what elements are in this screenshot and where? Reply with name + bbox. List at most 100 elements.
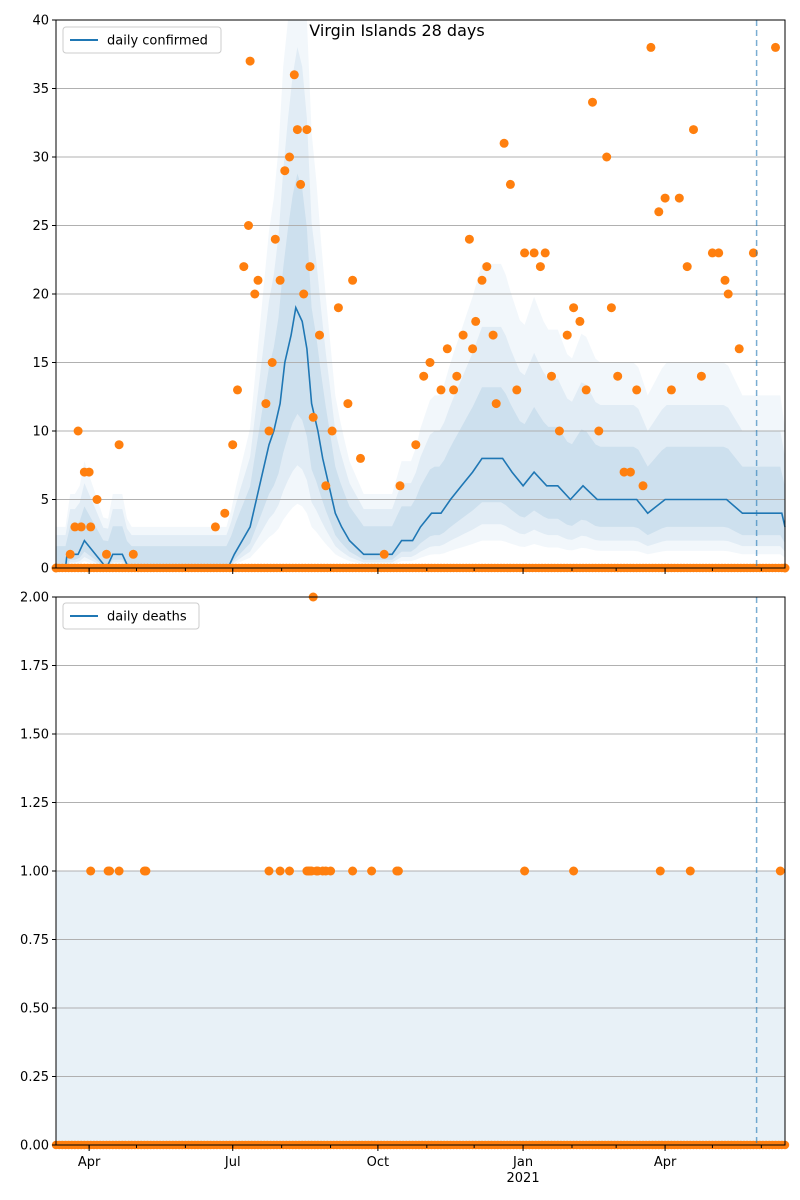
data-point — [73, 426, 83, 436]
data-point — [562, 330, 572, 340]
confirmed-legend-label: daily confirmed — [107, 34, 208, 49]
data-point — [505, 179, 515, 189]
series-line — [56, 305, 786, 570]
deaths-panel: 0.00 0.25 0.50 0.75 1.00 1.25 1.50 1.75 2.00 Apr… — [20, 591, 790, 1186]
data-point — [723, 289, 733, 299]
data-point — [477, 275, 487, 285]
data-point — [458, 330, 468, 340]
x-tick-label: Apr — [654, 1155, 677, 1170]
data-point — [529, 248, 539, 258]
data-point — [625, 467, 635, 477]
data-point — [442, 344, 452, 354]
y-tick-label: 1.25 — [20, 796, 49, 811]
data-point — [114, 866, 124, 876]
data-point — [602, 152, 612, 162]
data-point — [141, 866, 151, 876]
data-point — [348, 866, 358, 876]
data-point — [655, 866, 665, 876]
confirmed-series — [51, 42, 790, 573]
chart-title: Virgin Islands 28 days — [309, 21, 484, 40]
data-point — [775, 866, 785, 876]
data-point — [613, 371, 623, 381]
data-point — [285, 866, 294, 876]
confirmed-y-ticks: 0 5 10 15 20 25 30 35 40 — [32, 14, 56, 577]
data-point — [581, 385, 591, 395]
data-point — [250, 289, 260, 299]
data-point — [471, 316, 481, 326]
data-point — [575, 316, 585, 326]
data-point — [128, 549, 138, 559]
data-point — [696, 371, 706, 381]
year-label: 2021 — [507, 1171, 540, 1186]
data-point — [666, 385, 676, 395]
data-point — [674, 193, 684, 203]
data-point — [333, 303, 343, 313]
y-tick-label: 0.50 — [20, 1002, 49, 1017]
data-point — [327, 426, 337, 436]
data-point — [343, 399, 353, 409]
x-tick-label: Oct — [367, 1155, 389, 1170]
data-point — [302, 125, 312, 135]
data-point — [102, 549, 111, 559]
data-point — [292, 125, 302, 135]
data-point — [239, 262, 249, 272]
data-point — [105, 866, 115, 876]
data-point — [228, 440, 238, 450]
data-point — [714, 248, 724, 258]
data-point — [569, 866, 579, 876]
data-point — [588, 97, 597, 107]
data-point — [638, 481, 648, 491]
data-point — [275, 275, 285, 285]
data-point — [245, 56, 255, 66]
y-tick-label: 0.25 — [20, 1070, 49, 1085]
uncertainty-band — [56, 47, 785, 569]
data-point — [660, 193, 670, 203]
data-point — [86, 866, 96, 876]
data-point — [395, 481, 405, 491]
data-point — [393, 866, 403, 876]
data-point — [535, 262, 545, 272]
data-point — [689, 125, 698, 135]
data-point — [210, 522, 220, 532]
data-point — [305, 262, 315, 272]
data-point — [499, 138, 509, 148]
data-point — [468, 344, 478, 354]
y-tick-label: 2.00 — [20, 591, 49, 606]
y-tick-label: 1.00 — [20, 865, 49, 880]
data-point — [244, 221, 253, 230]
data-point — [569, 303, 579, 313]
data-point — [436, 385, 446, 395]
data-point — [70, 522, 80, 532]
data-point — [540, 248, 550, 258]
data-point — [419, 371, 429, 381]
y-tick-label: 0 — [41, 562, 49, 577]
data-point — [356, 453, 365, 463]
y-tick-label: 0.00 — [20, 1139, 49, 1154]
y-tick-label: 40 — [32, 14, 49, 29]
y-tick-label: 0.75 — [20, 933, 49, 948]
data-point — [220, 508, 230, 518]
data-point — [512, 385, 522, 395]
data-point — [606, 303, 616, 313]
y-tick-label: 1.50 — [20, 728, 49, 743]
y-tick-label: 15 — [32, 356, 49, 371]
data-point — [321, 481, 331, 491]
data-point — [348, 275, 358, 285]
deaths-legend: daily deaths — [62, 602, 200, 630]
data-point — [520, 248, 530, 258]
data-point — [452, 371, 462, 381]
data-point — [315, 330, 324, 340]
uncertainty-band — [56, 173, 785, 568]
data-point — [547, 371, 556, 381]
data-point — [748, 248, 758, 258]
confirmed-legend-box — [62, 26, 222, 54]
confirmed-legend: daily confirmed — [62, 26, 222, 54]
data-point — [491, 399, 501, 409]
x-tick-label: Apr — [78, 1155, 101, 1170]
data-point — [270, 234, 280, 244]
y-tick-label: 1.75 — [20, 659, 49, 674]
data-point — [379, 549, 389, 559]
x-tick-label: Jan — [512, 1155, 533, 1170]
deaths-legend-label: daily deaths — [107, 610, 187, 625]
